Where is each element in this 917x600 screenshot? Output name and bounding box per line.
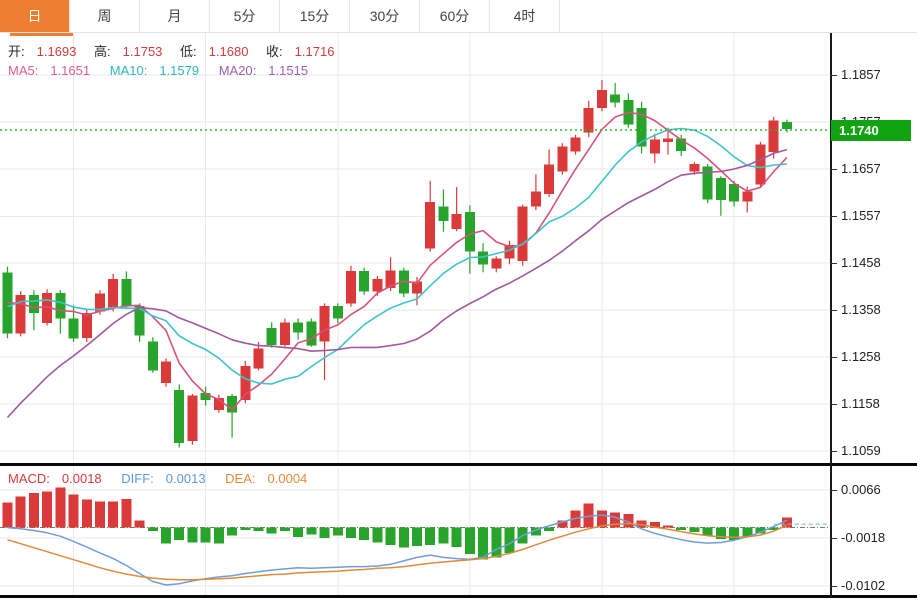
dea-value: 0.0004	[267, 471, 308, 486]
ma20-value: 1.1515	[268, 63, 309, 78]
close-label: 收:	[266, 44, 283, 59]
bottom-border	[0, 595, 917, 598]
price-tick-label: 1.1458	[841, 255, 881, 270]
price-tick-label: 1.1158	[841, 396, 880, 411]
price-tick	[830, 451, 837, 452]
price-tick	[830, 263, 837, 264]
price-tick	[830, 75, 837, 76]
price-tick	[830, 404, 837, 405]
tab-60min[interactable]: 60分	[420, 0, 490, 32]
macd-tick	[830, 586, 837, 587]
chart-area[interactable]: 1.18571.17571.16571.15571.14581.13581.12…	[0, 33, 917, 600]
open-label: 开:	[8, 44, 25, 59]
tab-4hour[interactable]: 4时	[490, 0, 560, 32]
dea-label: DEA:	[225, 471, 256, 486]
price-tick	[830, 169, 837, 170]
price-tick-label: 1.1657	[841, 161, 881, 176]
pane-divider	[0, 463, 917, 466]
low-value: 1.1680	[208, 44, 249, 59]
ma10-label: MA10:	[109, 63, 148, 78]
ma5-value: 1.1651	[50, 63, 91, 78]
price-tick-label: 1.1557	[841, 208, 881, 223]
macd-legend: MACD: 0.0018 DIFF: 0.0013 DEA: 0.0004	[8, 471, 313, 486]
macd-tick-label: -0.0018	[841, 530, 886, 545]
price-tick-label: 1.1059	[841, 443, 881, 458]
tab-week[interactable]: 周	[70, 0, 140, 32]
macd-tick-label: 0.0066	[841, 482, 881, 497]
price-axis-line	[830, 33, 832, 597]
ma10-value: 1.1579	[159, 63, 200, 78]
macd-label: MACD:	[8, 471, 50, 486]
active-tab-underline	[10, 33, 74, 36]
tab-15min[interactable]: 15分	[280, 0, 350, 32]
ma-legend: MA5: 1.1651 MA10: 1.1579 MA20: 1.1515	[8, 63, 314, 78]
high-value: 1.1753	[122, 44, 163, 59]
price-tick-label: 1.1857	[841, 67, 881, 82]
price-tick-label: 1.1358	[841, 302, 881, 317]
macd-value: 0.0018	[61, 471, 102, 486]
close-value: 1.1716	[294, 44, 335, 59]
tab-30min[interactable]: 30分	[350, 0, 420, 32]
diff-label: DIFF:	[121, 471, 154, 486]
ohlc-readout: 开: 1.1693 高: 1.1753 低: 1.1680 收: 1.1716	[8, 41, 340, 60]
macd-tick	[830, 490, 837, 491]
price-tick	[830, 216, 837, 217]
tab-day[interactable]: 日	[0, 0, 70, 32]
price-tick-label: 1.1258	[841, 349, 881, 364]
macd-tick	[830, 538, 837, 539]
diff-value: 0.0013	[165, 471, 206, 486]
timeframe-tabbar: 日 周 月 5分 15分 30分 60分 4时	[0, 0, 917, 33]
ma20-label: MA20:	[218, 63, 257, 78]
macd-tick-label: -0.0102	[841, 578, 886, 593]
ma5-label: MA5:	[8, 63, 39, 78]
low-label: 低:	[180, 44, 197, 59]
high-label: 高:	[94, 44, 111, 59]
tab-5min[interactable]: 5分	[210, 0, 280, 32]
open-value: 1.1693	[36, 44, 77, 59]
macd-chart[interactable]	[0, 468, 830, 597]
candlestick-chart[interactable]	[0, 33, 830, 465]
price-tick	[830, 357, 837, 358]
last-price-tag: 1.1740	[831, 120, 911, 141]
price-tick	[830, 310, 837, 311]
tab-month[interactable]: 月	[140, 0, 210, 32]
